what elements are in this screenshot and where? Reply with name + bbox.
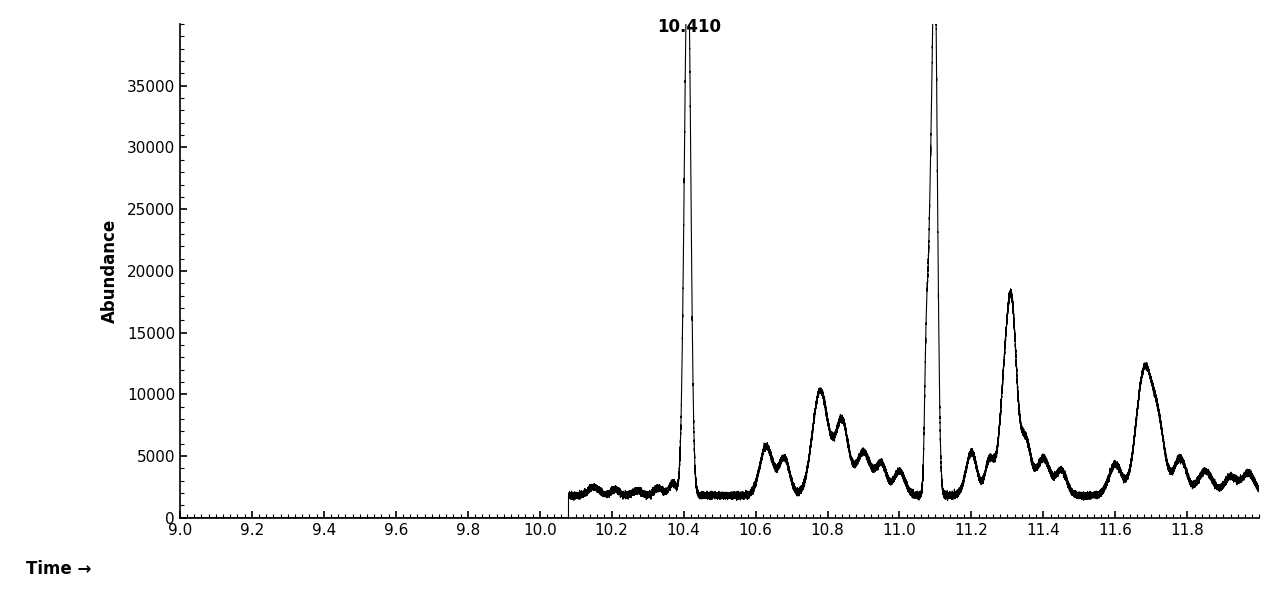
Y-axis label: Abundance: Abundance: [100, 219, 118, 323]
Text: Time →: Time →: [26, 560, 91, 578]
Text: 10.410: 10.410: [657, 19, 721, 37]
